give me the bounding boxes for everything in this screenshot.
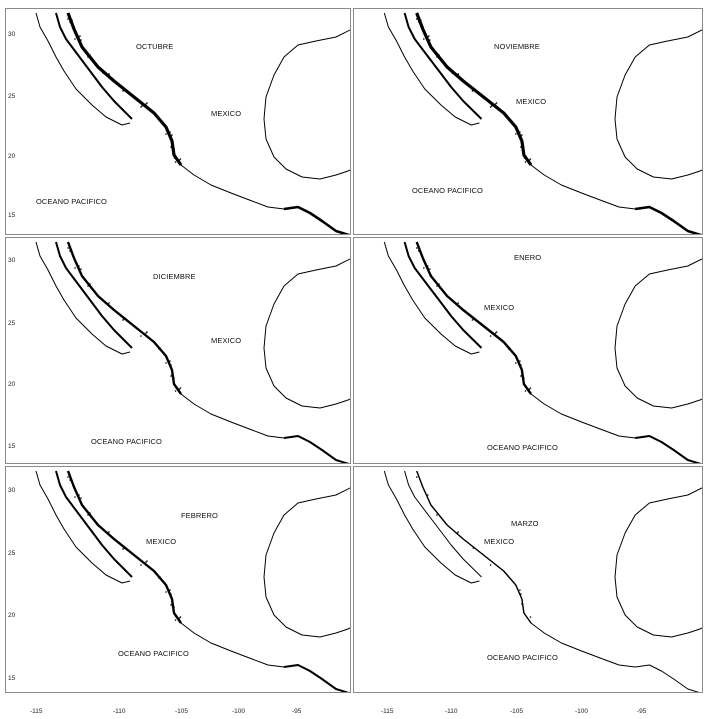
map-panel-noviembre: NOVIEMBRE MEXICO OCEANO PACIFICO (353, 8, 703, 235)
y-tick-label: 25 (8, 550, 16, 557)
map-svg-febrero (35, 470, 350, 692)
y-tick-label: 20 (8, 381, 16, 388)
map-panel-febrero: FEBRERO MEXICO OCEANO PACIFICO (5, 466, 351, 693)
country-label: MEXICO (211, 336, 242, 345)
country-label: MEXICO (516, 97, 547, 106)
x-tick-label: -95 (637, 708, 647, 715)
y-tick-label: 15 (8, 212, 16, 219)
y-tick-label: 15 (8, 675, 16, 682)
ocean-label: OCEANO PACIFICO (118, 649, 189, 658)
y-tick-label: 25 (8, 93, 16, 100)
y-tick-label: 30 (8, 487, 16, 494)
y-tick-label: 30 (8, 31, 16, 38)
map-svg-marzo (383, 470, 702, 692)
map-panel-marzo: MARZO MEXICO OCEANO PACIFICO (353, 466, 703, 693)
ocean-label: OCEANO PACIFICO (487, 443, 558, 452)
x-tick-label: -115 (30, 708, 43, 715)
y-tick-label: 25 (8, 320, 16, 327)
y-tick-label: 20 (8, 612, 16, 619)
ocean-label: OCEANO PACIFICO (487, 653, 558, 662)
map-svg-noviembre (383, 12, 702, 234)
month-label: OCTUBRE (136, 42, 174, 51)
map-panel-octubre: OCTUBRE MEXICO OCEANO PACIFICO (5, 8, 351, 235)
month-label: MARZO (511, 519, 539, 528)
y-tick-label: 15 (8, 443, 16, 450)
x-tick-label: -100 (232, 708, 246, 715)
x-tick-label: -105 (175, 708, 189, 715)
map-panel-enero: ENERO MEXICO OCEANO PACIFICO (353, 237, 703, 464)
map-svg-octubre (35, 12, 350, 234)
country-label: MEXICO (484, 537, 515, 546)
ocean-label: OCEANO PACIFICO (412, 186, 483, 195)
month-label: DICIEMBRE (153, 272, 196, 281)
x-tick-label: -115 (381, 708, 394, 715)
y-tick-label: 30 (8, 257, 16, 264)
map-svg-enero (383, 241, 702, 463)
map-panel-diciembre: DICIEMBRE MEXICO OCEANO PACIFICO (5, 237, 351, 464)
ocean-label: OCEANO PACIFICO (36, 197, 107, 206)
month-label: FEBRERO (181, 511, 218, 520)
x-tick-label: -100 (575, 708, 589, 715)
country-label: MEXICO (146, 537, 177, 546)
month-label: NOVIEMBRE (494, 42, 540, 51)
x-tick-label: -110 (445, 708, 458, 715)
x-tick-label: -105 (510, 708, 524, 715)
y-tick-label: 20 (8, 153, 16, 160)
country-label: MEXICO (211, 109, 242, 118)
month-label: ENERO (514, 253, 542, 262)
map-svg-diciembre (35, 241, 350, 463)
x-tick-label: -110 (113, 708, 126, 715)
ocean-label: OCEANO PACIFICO (91, 437, 162, 446)
x-tick-label: -95 (292, 708, 302, 715)
country-label: MEXICO (484, 303, 515, 312)
